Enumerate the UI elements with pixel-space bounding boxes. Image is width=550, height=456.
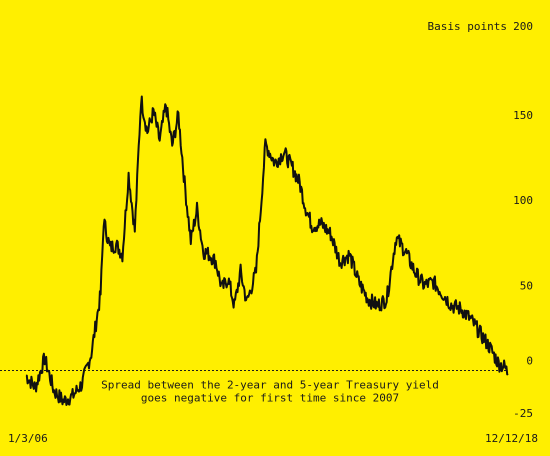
annotation-line-1: Spread between the 2-year and 5-year Tre…: [101, 378, 439, 391]
y-tick-label: 200: [513, 20, 533, 33]
x-end-label: 12/12/18: [485, 432, 538, 445]
y-tick-label: -25: [513, 407, 533, 420]
y-axis-label: Basis points: [428, 20, 507, 33]
y-tick-label: 100: [513, 194, 533, 207]
y-tick-label: 0: [526, 354, 533, 367]
y-tick-label: 50: [520, 279, 533, 292]
series-layer: [25, 95, 509, 406]
x-start-label: 1/3/06: [8, 432, 48, 445]
annotation-line-2: goes negative for first time since 2007: [141, 391, 399, 404]
y-tick-labels: 200 150 100 50 0 -25: [513, 20, 533, 420]
series-line: [25, 95, 509, 406]
y-tick-label: 150: [513, 109, 533, 122]
